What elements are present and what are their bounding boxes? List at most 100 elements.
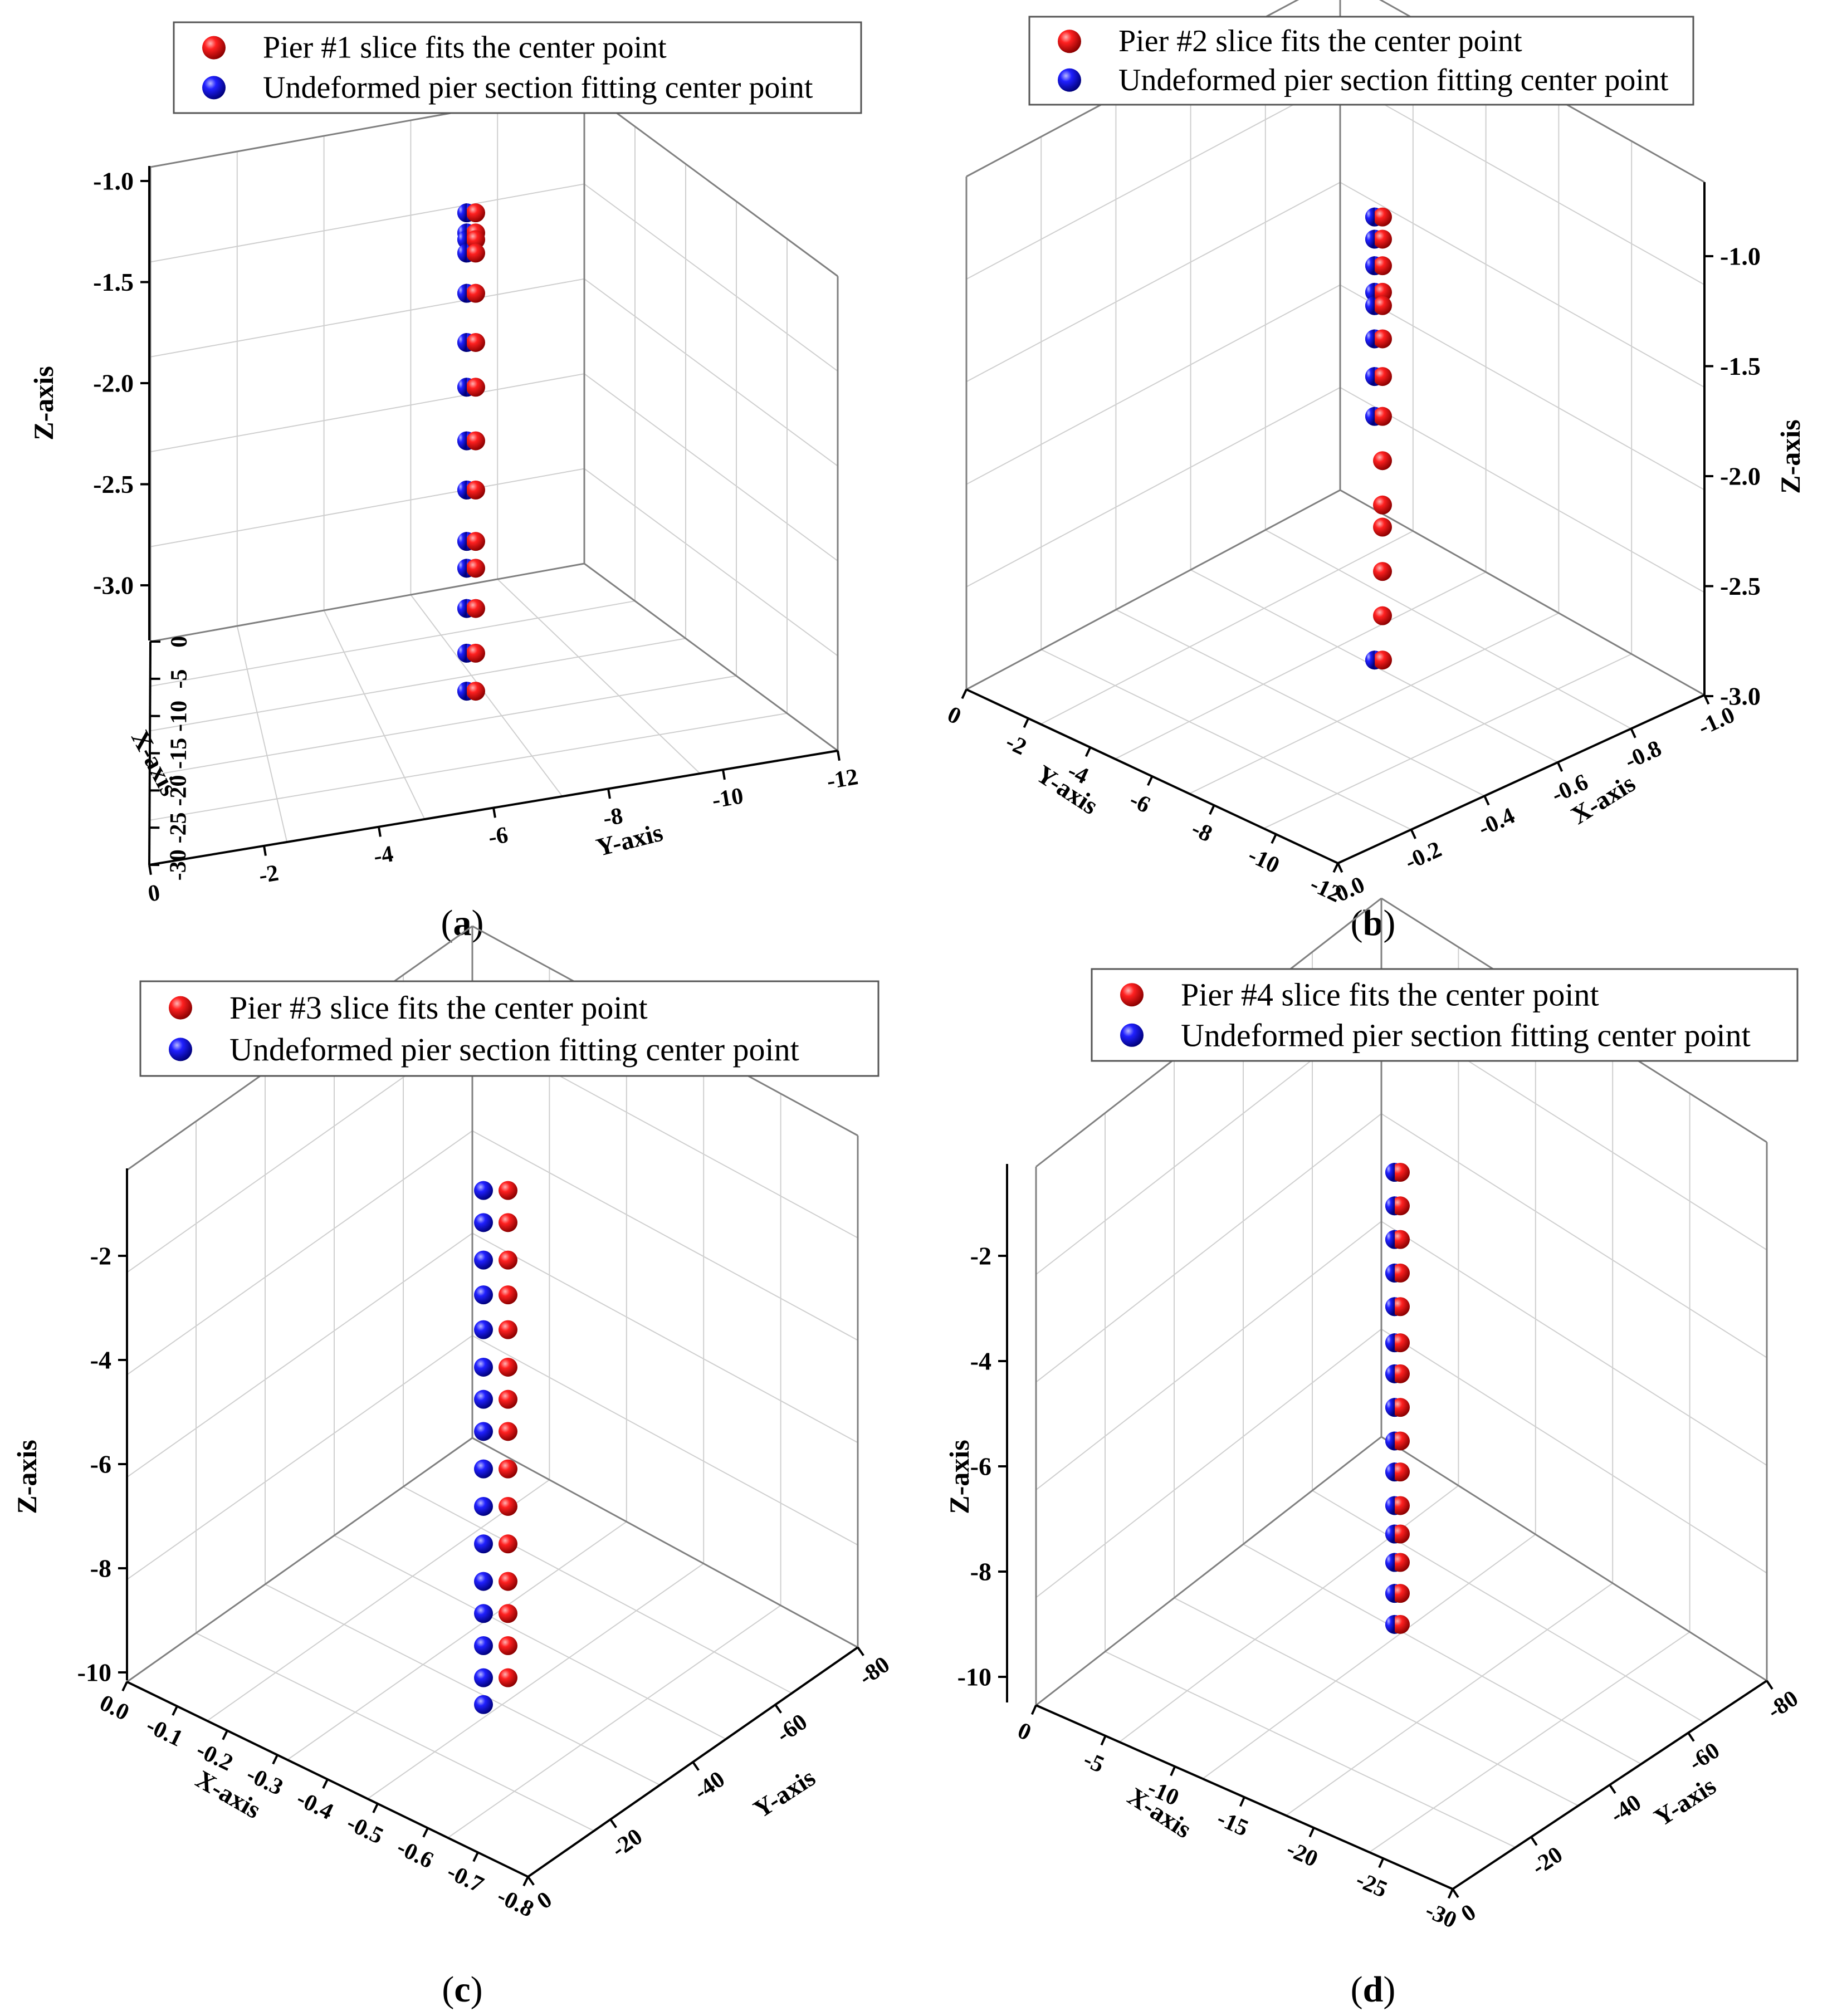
undeformed-point-2 — [474, 1250, 493, 1270]
y-axis-label: Y-axis — [748, 1763, 820, 1824]
grid-line — [150, 183, 585, 263]
undeformed-point-half-13 — [1385, 1584, 1395, 1603]
undeformed-point-half-7 — [1365, 407, 1375, 426]
box-edge — [584, 88, 838, 277]
legend-box — [173, 21, 862, 114]
pier-point-4 — [1391, 1297, 1410, 1317]
z-axis-label: Z-axis — [1775, 419, 1806, 493]
grid-line — [150, 373, 585, 453]
grid-line — [1174, 1597, 1579, 1807]
y-tick — [1271, 834, 1277, 844]
undeformed-point-half-7 — [457, 431, 467, 451]
y-tick — [692, 1761, 700, 1771]
undeformed-point-11 — [474, 1572, 493, 1591]
y-tick — [492, 808, 496, 818]
pier-point-11 — [1391, 1524, 1410, 1544]
pier-point-7 — [466, 431, 485, 451]
undeformed-point-half-5 — [1365, 329, 1375, 349]
undeformed-point-half-10 — [457, 559, 467, 578]
grid-line — [1115, 609, 1485, 797]
undeformed-point-half-1 — [1365, 229, 1375, 249]
grid-line — [1381, 1221, 1767, 1466]
x-tick — [1239, 1797, 1245, 1807]
grid-line — [207, 1479, 550, 1721]
box-edge — [126, 1437, 473, 1683]
grid-line — [403, 1486, 793, 1694]
y-tick-label: 0 — [1457, 1899, 1481, 1927]
x-tick-label: -20 — [166, 775, 192, 806]
grid-line — [150, 638, 686, 732]
y-tick — [774, 1704, 782, 1714]
grid-line — [410, 594, 563, 797]
grid-line — [472, 1335, 858, 1546]
x-tick — [121, 1681, 128, 1692]
undeformed-point-half-3 — [457, 243, 467, 263]
grid-line — [1243, 1543, 1641, 1765]
x-tick-label: -5 — [167, 669, 192, 688]
pier-point-12 — [466, 643, 485, 663]
pier-point-5 — [466, 332, 485, 352]
pier-point-8 — [1373, 451, 1392, 471]
x-tick — [322, 1779, 329, 1789]
grid-line — [497, 579, 701, 774]
x-tick — [372, 1803, 379, 1813]
grid-line — [1189, 612, 1559, 795]
undeformed-point-half-0 — [1385, 1163, 1395, 1182]
pier-point-3 — [1373, 282, 1392, 302]
x-tick — [172, 1705, 178, 1716]
y-tick — [1530, 1836, 1538, 1846]
grid-line — [150, 600, 636, 687]
undeformed-point-9 — [474, 1496, 493, 1516]
undeformed-point-half-8 — [1365, 650, 1375, 670]
x-tick — [1378, 1858, 1385, 1868]
undeformed-point-half-5 — [1385, 1333, 1395, 1353]
y-tick — [609, 1818, 617, 1828]
z-tick-label: -2.0 — [1720, 462, 1761, 491]
undeformed-point-half-4 — [1365, 296, 1375, 315]
grid-line — [149, 675, 737, 776]
panel-label-letter: a — [453, 903, 472, 943]
undeformed-point-half-6 — [1385, 1364, 1395, 1383]
pier-point-10 — [499, 1534, 517, 1554]
z-tick-label: -3.0 — [1720, 682, 1761, 711]
grid-line — [1340, 284, 1705, 491]
chart-panel-a: -1.0-1.5-2.0-2.5-3.0Z-axis0-5-10-15-20-2… — [28, 21, 862, 943]
grid-line — [1115, 571, 1487, 760]
pier-point-2 — [1373, 256, 1392, 276]
box-edge — [1381, 1436, 1767, 1682]
undeformed-point-4 — [474, 1320, 493, 1339]
y-tick-label: -6 — [486, 822, 510, 850]
grid-line — [1035, 1328, 1382, 1598]
undeformed-point-12 — [474, 1604, 493, 1623]
box-edge — [472, 1437, 858, 1648]
y-tick-label: -40 — [1606, 1790, 1646, 1828]
panel-label: (a) — [441, 903, 484, 943]
z-tick-label: -8 — [90, 1554, 111, 1583]
y-tick-label: -20 — [607, 1824, 647, 1863]
undeformed-point-half-2 — [1365, 256, 1375, 276]
y-tick-label: -6 — [1126, 787, 1154, 818]
pier-point-7 — [1373, 407, 1392, 426]
grid-line — [1105, 1651, 1516, 1848]
x-tick — [1630, 728, 1636, 738]
grid-line — [1265, 529, 1631, 730]
grid-line — [149, 712, 788, 821]
x-tick-label: -30 — [1421, 1897, 1460, 1934]
grid-line — [150, 468, 585, 547]
z-tick-label: -4 — [90, 1346, 111, 1374]
legend-box — [1091, 968, 1799, 1062]
pier-point-14 — [499, 1668, 517, 1687]
pier-point-6 — [499, 1389, 517, 1409]
undeformed-point-0 — [474, 1181, 493, 1200]
undeformed-point-half-6 — [457, 378, 467, 397]
y-tick — [607, 789, 611, 799]
x-tick — [522, 1876, 529, 1887]
grid-line — [966, 386, 1341, 588]
y-tick-label: -2 — [257, 860, 280, 889]
x-tick-label: -25 — [1352, 1867, 1391, 1903]
y-tick — [1452, 1888, 1459, 1898]
legend-entry: Pier #1 slice fits the center point — [263, 31, 667, 65]
grid-line — [334, 1535, 726, 1740]
grid-line — [1381, 1113, 1767, 1358]
y-tick-label: -60 — [772, 1709, 812, 1748]
